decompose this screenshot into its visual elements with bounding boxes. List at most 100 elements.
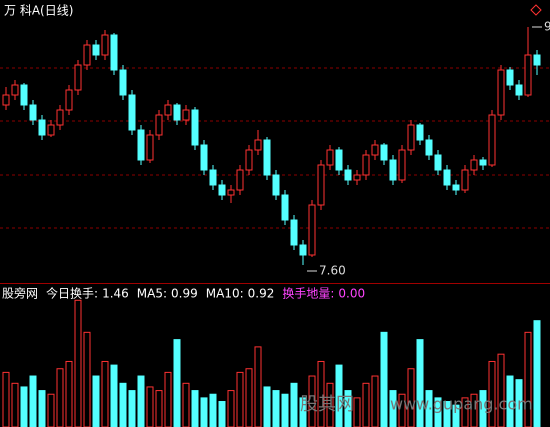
candle-body [11,84,19,96]
turnover-bar [416,339,424,427]
high-label: 9.95 [544,20,550,34]
candle-body [335,149,343,171]
indicator-label: 换手地量: [282,287,334,301]
candle-body [317,164,325,206]
candle-body [371,144,379,156]
indicator-source: 股旁网 [2,286,38,301]
turnover-bar [155,390,163,427]
turnover-bar [434,397,442,427]
candle-body [308,204,316,256]
turnover-bar [29,375,37,427]
candle-body [74,64,82,91]
turnover-bar [164,371,172,427]
turnover-bar [533,320,541,427]
indicator-value: 0.92 [248,287,275,301]
candle-body [101,34,109,56]
candle-body [83,44,91,66]
turnover-bar [389,390,397,427]
watermark: www.gupang.com [390,395,533,414]
candle-body [146,134,154,161]
turnover-bar [47,393,55,427]
turnover-bar [128,390,136,427]
turnover-bar [101,360,109,427]
candle-body [461,169,469,191]
candle-body [56,109,64,126]
candle-body [479,159,487,166]
candle-body [2,94,10,106]
candle-body [20,84,28,106]
turnover-bar [38,390,46,427]
turnover-bar [236,371,244,427]
candle-body [209,169,217,186]
turnover-bar [479,390,487,427]
turnover-bar [335,364,343,427]
candle-body [155,114,163,136]
candle-body [443,169,451,186]
candle-body [65,89,73,111]
candle-body [416,124,424,141]
candle-body [227,189,235,196]
turnover-bar [470,393,478,427]
diamond-icon [530,4,542,16]
indicator-label: 今日换手: [46,286,98,301]
turnover-bar [524,331,532,427]
candle-body [263,139,271,176]
candle-body [389,159,397,181]
turnover-bar [497,353,505,427]
candle-body [362,154,370,176]
candle-body [191,109,199,146]
candle-body [119,69,127,96]
candle-body [128,94,136,131]
turnover-bar [425,390,433,427]
low-label: 7.60 [319,264,346,278]
turnover-bar [83,331,91,427]
turnover-bar [299,397,307,427]
turnover-bar [263,386,271,427]
turnover-bar [380,331,388,427]
turnover-bar [146,386,154,427]
turnover-bar [407,368,415,427]
candle-body [173,104,181,121]
turnover-bar [92,375,100,427]
turnover-bar [272,390,280,427]
turnover-bar [227,390,235,427]
turnover-bar [362,382,370,427]
turnover-bar [110,364,118,427]
turnover-bar [245,368,253,427]
candle-body [452,184,460,191]
indicator-label: MA5: [137,287,167,301]
candle-body [425,139,433,156]
candle-body [290,219,298,246]
candle-body [29,104,37,121]
candle-body [398,149,406,181]
indicator-value: 0.00 [338,287,365,301]
turnover-bar [74,299,82,427]
turnover-bar [218,401,226,427]
candle-body [344,169,352,181]
turnover-bar [398,393,406,427]
candle-body [488,114,496,166]
watermark: 股其网 [300,394,354,415]
turnover-bar [317,360,325,427]
candle-body [470,159,478,171]
candle-body [137,129,145,161]
candle-body [515,84,523,96]
candle-body [533,54,541,66]
turnover-bar [2,371,10,427]
turnover-bar [344,390,352,427]
candle-body [506,69,514,86]
turnover-bar [173,339,181,427]
turnover-bar [461,397,469,427]
chart-title: 万 科A(日线) [4,4,73,18]
candle-body [380,144,388,161]
turnover-bar [191,390,199,427]
turnover-bar [281,393,289,427]
candle-body [218,184,226,196]
candle-body [47,124,55,136]
candle-body [110,34,118,71]
candle-body [407,124,415,151]
turnover-bar [182,382,190,427]
turnover-bar [11,382,19,427]
candle-body [254,139,262,151]
candle-body [200,144,208,171]
